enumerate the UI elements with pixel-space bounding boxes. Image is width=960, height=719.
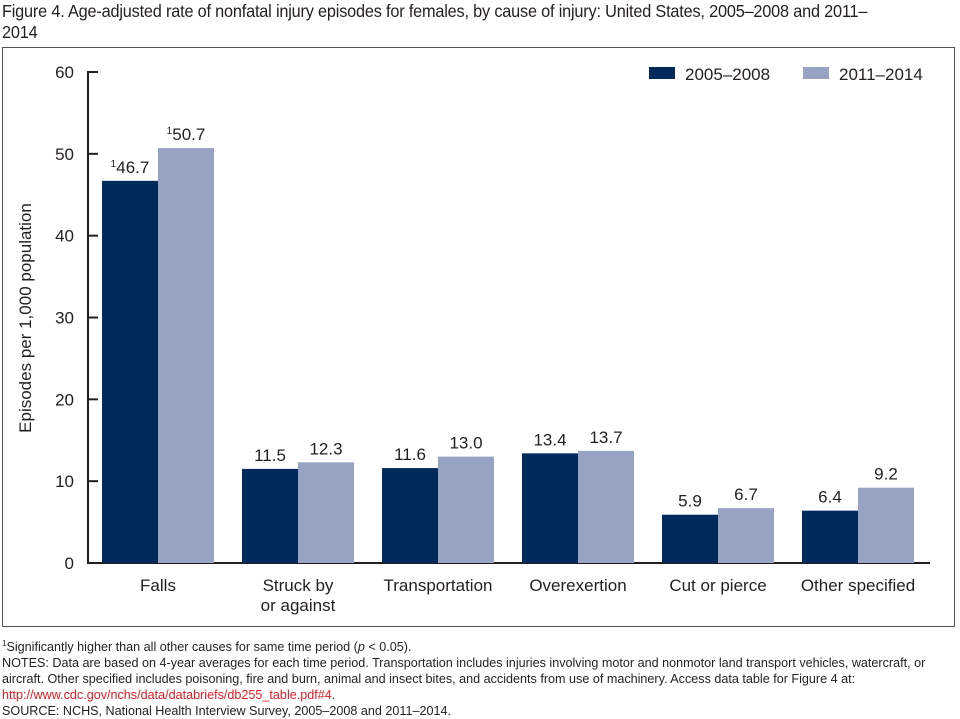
y-tick-label: 20	[55, 390, 74, 409]
bar-value-label: 11.6	[394, 445, 426, 464]
legend-swatch	[649, 67, 675, 79]
bar-2011-2014	[858, 487, 914, 563]
bar-2011-2014	[718, 508, 774, 563]
footnote-mark: 1	[167, 126, 173, 137]
footnote: 1Significantly higher than all other cau…	[2, 639, 412, 655]
notes: 1Significantly higher than all other cau…	[2, 636, 952, 719]
notes-text: NOTES: Data are based on 4-year averages…	[2, 656, 926, 703]
bar-2005-2008	[522, 453, 578, 563]
bar-2005-2008	[802, 510, 858, 563]
legend-label: 2005–2008	[685, 65, 770, 84]
y-tick-label: 40	[55, 227, 74, 246]
bar-value-label: 150.7	[167, 125, 206, 144]
y-tick-label: 30	[55, 309, 74, 328]
bar-value-label: 5.9	[678, 492, 702, 511]
bar-labels: 146.7 150.7 11.5 12.3 11.6 13.0 13.4 13.7 5.9 6.7…	[111, 125, 898, 511]
category-label: Struck by	[263, 576, 334, 595]
category-label: Overexertion	[529, 576, 626, 595]
bar-value-label: 13.4	[533, 430, 566, 449]
bar-value-label: 12.3	[309, 439, 342, 458]
bar-2005-2008	[242, 468, 298, 563]
bar-2005-2008	[102, 180, 158, 564]
bar-chart: 0 10 20 30 40 50 60 146.7 150.7 11.5 12.3 11.6 13.0…	[16, 63, 930, 615]
data-table-link[interactable]: http://www.cdc.gov/nchs/data/databriefs/…	[2, 688, 332, 703]
figure-title: Figure 4. Age-adjusted rate of nonfatal …	[2, 1, 868, 42]
footnote-mark: 1	[111, 159, 117, 170]
bar-2011-2014	[438, 456, 494, 563]
bar-value-label: 6.7	[734, 485, 758, 504]
bar-value-label: 13.0	[449, 434, 482, 453]
y-tick-label: 10	[55, 472, 74, 491]
bars	[102, 148, 914, 564]
chart-frame	[2, 47, 955, 627]
y-axis-label: Episodes per 1,000 population	[16, 203, 35, 433]
bar-value-label: 13.7	[589, 428, 622, 447]
bar-value-label: 9.2	[874, 465, 898, 484]
y-axis: 0 10 20 30 40 50 60	[55, 63, 930, 573]
bar-value-label: 11.5	[254, 446, 286, 465]
bar-2011-2014	[298, 462, 354, 563]
bar-2005-2008	[382, 468, 438, 563]
source-text: SOURCE: NCHS, National Health Interview …	[2, 704, 451, 719]
category-label: Falls	[140, 576, 176, 595]
bar-2011-2014	[578, 450, 634, 563]
legend-label: 2011–2014	[839, 65, 923, 84]
bar-value-label: 6.4	[818, 488, 842, 507]
legend: 2005–2008 2011–2014	[649, 65, 923, 84]
category-label: or against	[261, 596, 336, 615]
y-tick-label: 60	[55, 63, 74, 82]
category-label: Transportation	[384, 576, 493, 595]
legend-swatch	[803, 67, 829, 79]
category-label: Other specified	[801, 576, 915, 595]
bar-2011-2014	[158, 148, 214, 564]
bar-2005-2008	[662, 514, 718, 563]
category-label: Cut or pierce	[669, 576, 766, 595]
y-tick-label: 50	[55, 145, 74, 164]
bar-value-label: 146.7	[111, 158, 150, 177]
y-tick-label: 0	[65, 554, 74, 573]
